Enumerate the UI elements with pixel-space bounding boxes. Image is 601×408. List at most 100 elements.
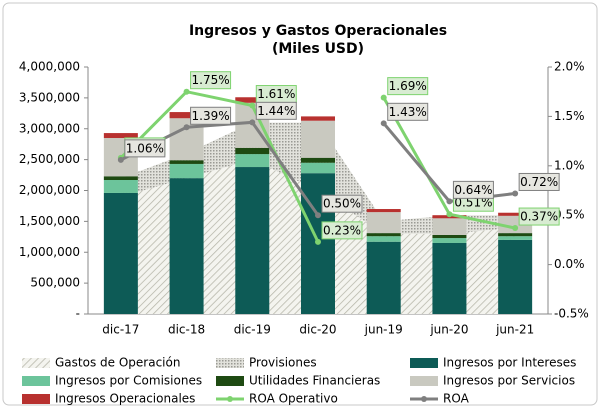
line-point [380, 120, 387, 127]
bar-segment [103, 176, 138, 181]
label-box [387, 102, 429, 121]
bar-segment [235, 97, 270, 103]
label-box [518, 207, 560, 226]
y-tick-label: 500,000 [30, 276, 80, 290]
y2-tick-label: 0.5% [554, 208, 585, 222]
y-tick-label: 3,000,000 [19, 121, 80, 135]
legend-swatch [410, 376, 438, 386]
data-label: 1.39% [192, 109, 230, 123]
line-point [512, 225, 519, 232]
data-label: 0.23% [323, 223, 361, 237]
bar-segment [103, 133, 138, 139]
bar-segment [366, 233, 401, 237]
legend-label: Provisiones [249, 356, 317, 370]
bar-segment [103, 192, 138, 314]
y2-tick-label: 2.0% [554, 60, 585, 74]
line-point [446, 211, 453, 218]
data-label: 1.69% [389, 79, 427, 93]
legend-swatch [421, 396, 427, 402]
line-point [249, 102, 256, 109]
bar-segment [235, 147, 270, 155]
line-point [446, 198, 453, 205]
bar-segment [366, 212, 401, 234]
bar-segment [366, 236, 401, 242]
legend-label: Gastos de Operación [55, 356, 180, 370]
bar-segment [498, 236, 533, 240]
label-box [518, 172, 560, 191]
legend-label: ROA Operativo [249, 392, 338, 406]
y-tick-label: 1,000,000 [19, 245, 80, 259]
x-tick-label: dic-17 [102, 323, 139, 337]
y2-tick-label: -0.5% [554, 307, 589, 321]
bar-segment [498, 239, 533, 314]
legend-swatch [22, 394, 50, 404]
y-tick-label: 1,500,000 [19, 214, 80, 228]
x-tick-label: dic-18 [168, 323, 205, 337]
chart-title: Ingresos y Gastos Operacionales [189, 23, 447, 39]
data-label: 0.51% [454, 196, 492, 210]
bar-segment [432, 238, 467, 243]
bar-segment [235, 167, 270, 314]
bar-segment [432, 234, 467, 239]
y2-tick-label: 0.0% [554, 257, 585, 271]
data-label: 1.43% [389, 105, 427, 119]
legend-label: ROA [443, 392, 470, 406]
legend-label: Ingresos por Comisiones [55, 374, 202, 388]
legend-swatch [216, 358, 244, 368]
x-tick-label: jun-19 [364, 323, 403, 337]
y-tick-label: 4,000,000 [19, 60, 80, 74]
bar-segment [366, 209, 401, 213]
line-point [315, 238, 321, 245]
legend-swatch [22, 376, 50, 386]
data-label: 0.50% [323, 197, 361, 211]
bar-segment [301, 116, 335, 121]
bar-segment [432, 242, 467, 314]
bar-segment [301, 162, 335, 174]
x-tick-label: jun-21 [495, 323, 534, 337]
label-box [321, 221, 363, 240]
bar-segment [169, 163, 204, 179]
y-tick-label: - [76, 307, 80, 321]
bar-segment [301, 157, 335, 163]
legend-swatch [227, 396, 233, 402]
y-tick-label: 2,500,000 [19, 152, 80, 166]
label-box [124, 139, 166, 158]
legend-swatch [22, 358, 50, 368]
data-label: 1.44% [257, 104, 295, 118]
x-tick-label: dic-20 [299, 323, 336, 337]
label-box [387, 77, 429, 96]
label-box [452, 180, 494, 199]
x-tick-label: jun-20 [429, 323, 468, 337]
line-point [117, 156, 124, 163]
data-label: 0.37% [520, 210, 558, 224]
data-label: 1.61% [257, 87, 295, 101]
bar-segment [103, 180, 138, 193]
data-label: 0.72% [520, 175, 558, 189]
y-tick-label: 3,500,000 [19, 90, 80, 104]
bar-segment [169, 178, 204, 314]
bar-segment [498, 233, 533, 237]
bar-segment [432, 218, 467, 235]
label-box [190, 106, 232, 125]
line-point [183, 124, 190, 131]
y-tick-label: 2,000,000 [19, 183, 80, 197]
bar-segment [169, 112, 204, 119]
line-point [380, 94, 387, 101]
bar-segment [498, 212, 533, 216]
label-box [190, 71, 232, 90]
legend-label: Ingresos Operacionales [55, 392, 195, 406]
data-label: 0.64% [454, 183, 492, 197]
legend-label: Ingresos por Intereses [443, 356, 576, 370]
data-label: 1.75% [192, 73, 230, 87]
y2-tick-label: 1.5% [554, 109, 585, 123]
label-box [321, 194, 363, 213]
line-point [512, 190, 519, 197]
line [119, 90, 320, 243]
data-label: 1.06% [126, 141, 164, 155]
chart-subtitle: (Miles USD) [272, 41, 364, 57]
line-point [315, 212, 321, 219]
line-point [249, 119, 256, 126]
bar-segment [169, 160, 204, 164]
x-tick-label: dic-19 [234, 323, 271, 337]
